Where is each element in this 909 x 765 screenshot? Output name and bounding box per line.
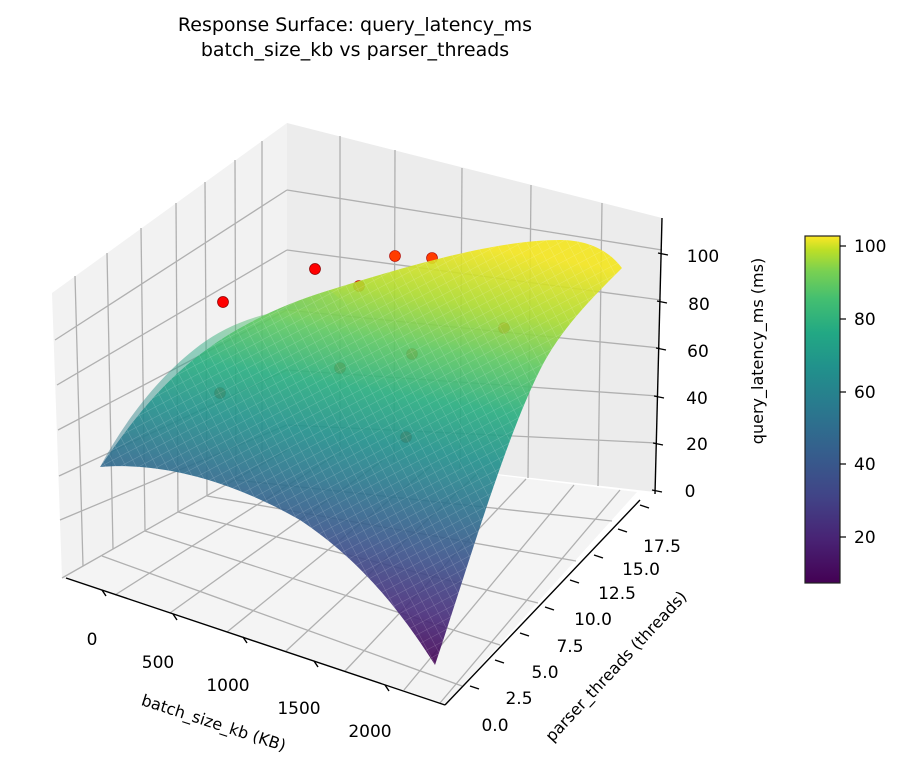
y-tick-label: 5.0	[531, 663, 558, 683]
y-tick-label: 12.5	[598, 584, 636, 604]
x-tick-label: 500	[142, 653, 174, 673]
colorbar-tick-label: 60	[854, 383, 876, 403]
y-tick-label: 0.0	[481, 716, 508, 736]
x-tick-label: 1500	[277, 699, 320, 719]
z-tick-label: 100	[687, 247, 719, 267]
colorbar-tick-label: 100	[854, 237, 886, 257]
z-tick-label: 80	[688, 295, 710, 315]
response-surface	[100, 240, 622, 665]
chart-title: Response Surface: query_latency_ms batch…	[0, 13, 710, 63]
y-tick-label: 10.0	[574, 610, 612, 630]
y-tick-label: 15.0	[622, 560, 660, 580]
z-axis-label: query_latency_ms (ms)	[748, 258, 768, 444]
chart-title-line2: batch_size_kb vs parser_threads	[200, 39, 510, 61]
z-tick-label: 60	[687, 342, 709, 362]
colorbar-gradient	[804, 235, 841, 584]
z-axis-line	[654, 217, 663, 495]
colorbar-tick-label: 40	[854, 455, 876, 475]
x-axis-line	[65, 577, 446, 706]
x-tick-labels: 0 500 1000 1500 2000	[87, 630, 392, 742]
z-tick-label: 0	[685, 482, 696, 502]
z-tick-labels: 0 20 40 60 80 100	[685, 247, 720, 502]
colorbar-tick-label: 20	[854, 528, 876, 548]
axis-lines	[65, 217, 669, 706]
x-axis-label: batch_size_kb (KB)	[139, 690, 288, 756]
colorbar: 20 40 60 80 100	[804, 235, 886, 584]
x-tick-label: 2000	[348, 722, 391, 742]
scatter-point	[217, 296, 229, 308]
chart-title-line1: Response Surface: query_latency_ms	[177, 14, 533, 36]
scatter-point	[309, 263, 321, 275]
x-tick-label: 0	[87, 630, 98, 650]
y-axis-label: parser_threads (threads)	[541, 587, 691, 746]
y-tick-labels: 0.0 2.5 5.0 7.5 10.0 12.5 15.0 17.5	[481, 537, 680, 736]
y-tick-label: 7.5	[556, 637, 583, 657]
z-tick-label: 40	[686, 389, 708, 409]
z-tick-label: 20	[686, 435, 708, 455]
y-tick-label: 17.5	[643, 537, 681, 557]
x-tick-label: 1000	[206, 676, 249, 696]
y-tick-label: 2.5	[505, 689, 532, 709]
colorbar-tick-label: 80	[854, 310, 876, 330]
y-axis-line	[444, 499, 641, 706]
scatter-points-front	[217, 263, 321, 308]
